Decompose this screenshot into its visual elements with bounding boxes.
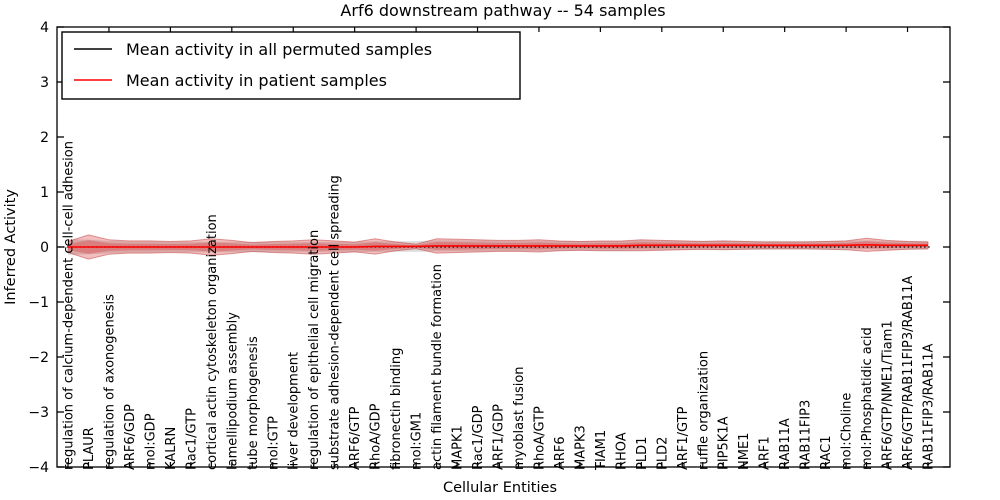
x-tick-label: PLD1 xyxy=(635,437,650,470)
x-tick-label: Rac1/GTP xyxy=(184,408,199,470)
x-tick-label: RAB11A xyxy=(778,418,793,470)
x-tick-label: myoblast fusion xyxy=(512,366,527,470)
y-tick-label: 3 xyxy=(40,75,49,91)
x-tick-label: regulation of axonogenesis xyxy=(102,294,117,470)
x-tick-label: mol:GDP xyxy=(143,413,158,470)
x-tick-label: lamellipodium assembly xyxy=(225,312,240,470)
x-tick-label: PLD2 xyxy=(655,437,670,470)
plot-frame xyxy=(56,26,951,468)
mean-lines-layer xyxy=(59,243,931,248)
x-tick-label: mol:GTP xyxy=(266,416,281,470)
x-tick-label: fibronectin binding xyxy=(389,348,404,470)
x-tick-label: NME1 xyxy=(737,433,752,470)
x-tick-label: RhoA/GTP xyxy=(532,406,547,470)
x-tick-label: MAPK3 xyxy=(573,425,588,470)
y-tick-label: −3 xyxy=(28,405,49,421)
y-tick-label: −1 xyxy=(28,295,49,311)
x-tick-label: ARF1 xyxy=(758,436,773,470)
x-tick-label: ARF1/GDP xyxy=(492,404,507,470)
y-tick-label: 1 xyxy=(40,185,49,201)
x-tick-label: liver development xyxy=(287,352,302,470)
x-tick-label: Rac1/GDP xyxy=(471,405,486,470)
x-tick-label: ARF6/GTP/RAB11FIP3/RAB11A xyxy=(901,276,916,470)
x-tick-label: regulation of epithelial cell migration xyxy=(307,230,322,470)
x-tick-label: mol:Choline xyxy=(840,393,855,470)
x-tick-label: KALRN xyxy=(164,427,179,470)
x-tick-label: RAB11FIP3 xyxy=(799,400,814,470)
legend-label-patient: Mean activity in patient samples xyxy=(126,71,387,90)
x-tick-label: TIAM1 xyxy=(594,430,609,471)
x-tick-label: ruffle organization xyxy=(696,351,711,470)
x-tick-label: ARF1/GTP xyxy=(676,406,691,470)
x-tick-label: PIP5K1A xyxy=(717,416,732,470)
y-tick-label: −4 xyxy=(28,460,49,476)
legend: Mean activity in all permuted samples Me… xyxy=(61,31,521,100)
y-axis-label: Inferred Activity xyxy=(3,189,19,305)
x-tick-label: ARF6/GDP xyxy=(123,404,138,470)
legend-label-permuted: Mean activity in all permuted samples xyxy=(126,40,432,59)
patient-mean-line xyxy=(68,243,928,248)
x-tick-label: cortical actin cytoskeleton organization xyxy=(205,214,220,470)
x-tick-label: RAB11FIP3/RAB11A xyxy=(922,343,937,470)
x-tick-label: mol:Phosphatidic acid xyxy=(860,327,875,470)
x-tick-label: actin filament bundle formation xyxy=(430,264,445,470)
x-tick-label: substrate adhesion-dependent cell spread… xyxy=(328,175,343,470)
x-tick-label: ARF6 xyxy=(553,436,568,470)
x-tick-label: MAPK1 xyxy=(451,425,466,470)
x-tick-label: PLAUR xyxy=(82,427,97,470)
x-tick-label: RHOA xyxy=(614,432,629,470)
x-axis-label: Cellular Entities xyxy=(443,480,557,496)
x-tick-label: mol:GM1 xyxy=(410,412,425,470)
legend-box xyxy=(61,31,521,100)
chart-title: Arf6 downstream pathway -- 54 samples xyxy=(340,1,665,20)
x-tick-label: RhoA/GDP xyxy=(369,403,384,470)
x-tick-label: ARF6/GTP xyxy=(348,406,363,470)
y-tick-labels: 4 3 2 1 0 −1 −2 −3 −4 xyxy=(28,20,49,476)
x-tick-label: ARF6/GTP/NME1/Tiam1 xyxy=(881,320,896,470)
y-tick-label: 4 xyxy=(40,20,49,36)
y-tick-label: 2 xyxy=(40,130,49,146)
x-tick-label: tube morphogenesis xyxy=(246,336,261,470)
x-tick-label: regulation of calcium-dependent cell-cel… xyxy=(62,141,77,470)
y-tick-label: 0 xyxy=(40,240,49,256)
x-tick-label: RAC1 xyxy=(819,435,834,470)
x-tick-labels: regulation of calcium-dependent cell-cel… xyxy=(62,141,937,471)
y-tick-label: −2 xyxy=(28,350,49,366)
